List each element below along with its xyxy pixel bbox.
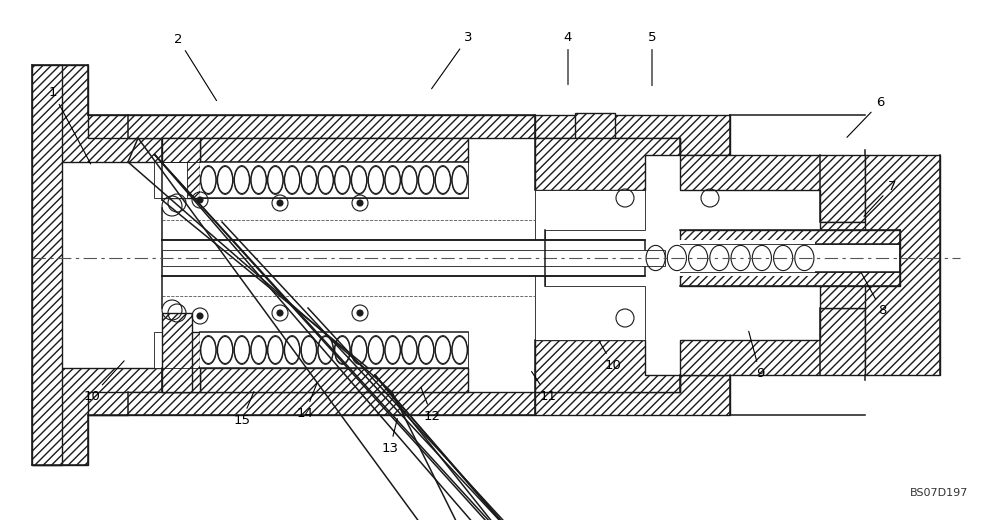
Polygon shape: [680, 308, 865, 375]
Polygon shape: [200, 368, 468, 392]
Polygon shape: [200, 332, 468, 368]
Polygon shape: [535, 115, 730, 155]
Polygon shape: [200, 138, 468, 162]
Polygon shape: [88, 392, 535, 415]
Polygon shape: [200, 332, 468, 368]
Polygon shape: [535, 190, 645, 340]
Text: 14: 14: [297, 383, 317, 420]
Circle shape: [357, 310, 363, 316]
Circle shape: [277, 310, 283, 316]
Circle shape: [197, 197, 203, 203]
Polygon shape: [200, 162, 468, 198]
Polygon shape: [154, 332, 187, 368]
Text: 2: 2: [174, 33, 217, 100]
Polygon shape: [32, 368, 162, 465]
Polygon shape: [32, 65, 62, 465]
Text: 10: 10: [84, 361, 124, 403]
Text: 11: 11: [532, 371, 556, 403]
Text: 5: 5: [648, 31, 656, 86]
Polygon shape: [162, 313, 192, 392]
Polygon shape: [680, 155, 865, 222]
Polygon shape: [32, 65, 162, 162]
Polygon shape: [154, 162, 187, 198]
Circle shape: [277, 200, 283, 206]
Text: 8: 8: [861, 273, 886, 317]
Text: 12: 12: [421, 387, 440, 423]
Polygon shape: [645, 240, 815, 276]
Polygon shape: [535, 138, 680, 190]
Polygon shape: [88, 115, 535, 138]
Text: 7: 7: [864, 180, 896, 216]
Polygon shape: [820, 222, 925, 308]
Text: 15: 15: [234, 392, 254, 427]
Text: 1: 1: [49, 86, 91, 164]
Polygon shape: [162, 240, 645, 276]
Text: 3: 3: [432, 31, 472, 89]
Text: 13: 13: [382, 419, 398, 454]
Polygon shape: [865, 155, 940, 375]
Polygon shape: [162, 250, 665, 266]
Text: BS07D197: BS07D197: [910, 488, 968, 498]
Polygon shape: [575, 113, 615, 138]
Text: 6: 6: [847, 97, 884, 137]
Text: 4: 4: [564, 31, 572, 85]
Circle shape: [197, 313, 203, 319]
Text: 9: 9: [749, 331, 764, 380]
Circle shape: [357, 200, 363, 206]
Polygon shape: [162, 138, 200, 198]
Polygon shape: [680, 244, 900, 272]
Polygon shape: [535, 375, 730, 415]
Text: 10: 10: [599, 342, 621, 371]
Polygon shape: [680, 230, 900, 286]
Polygon shape: [200, 162, 468, 198]
Polygon shape: [535, 340, 680, 392]
Polygon shape: [162, 332, 200, 392]
